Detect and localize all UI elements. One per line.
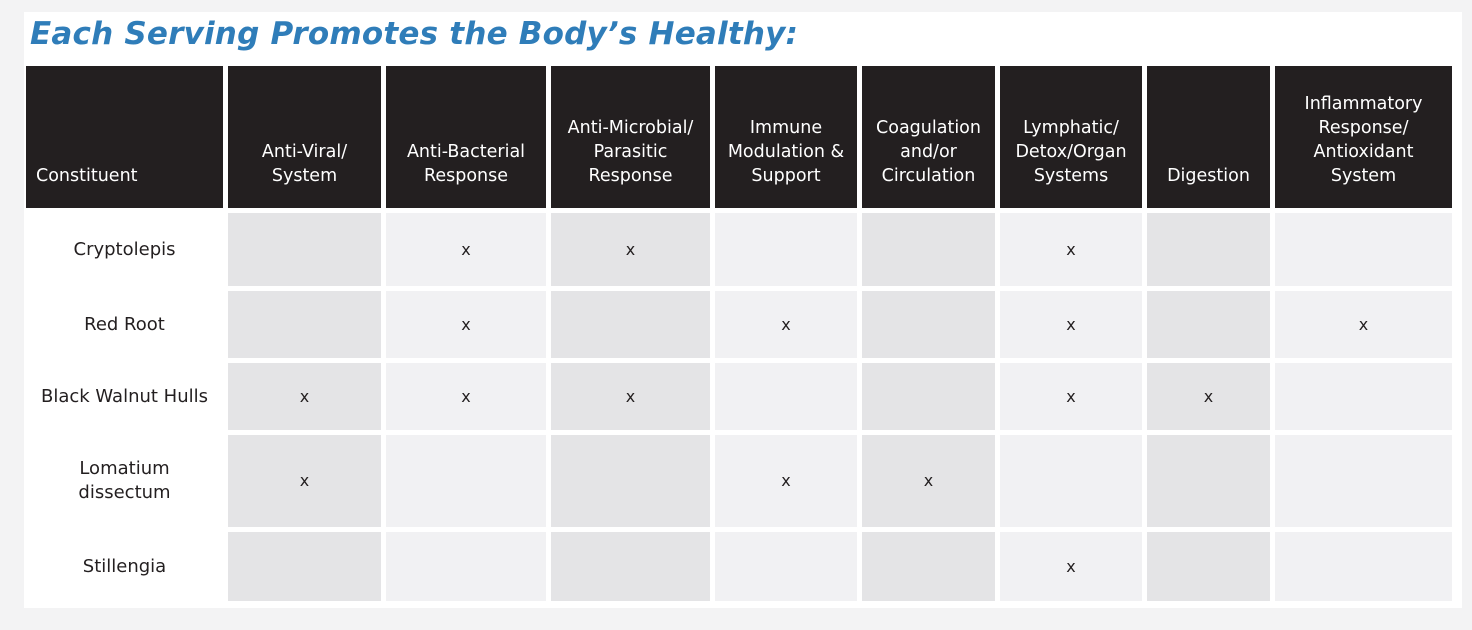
table-cell: x (386, 363, 546, 430)
constituent-name: Lomatium dissectum (26, 435, 223, 527)
constituent-name: Red Root (26, 291, 223, 358)
table-cell (862, 291, 995, 358)
column-header-anti-bacterial: Anti-Bacterial Response (386, 66, 546, 208)
table-cell (1147, 213, 1270, 286)
table-cell (862, 532, 995, 601)
table-cell (228, 532, 381, 601)
table-cell: x (386, 213, 546, 286)
column-header-anti-viral: Anti-Viral/ System (228, 66, 381, 208)
table-cell: x (1000, 291, 1142, 358)
table-cell: x (1000, 213, 1142, 286)
table-row: Stillengia x (26, 532, 1452, 601)
column-header-anti-microbial: Anti-Microbial/ Parasitic Response (551, 66, 710, 208)
table-cell (862, 213, 995, 286)
table-cell (1275, 435, 1452, 527)
constituent-name: Stillengia (26, 532, 223, 601)
table-cell: x (228, 435, 381, 527)
table-cell (715, 532, 857, 601)
table-cell (862, 363, 995, 430)
page-title: Each Serving Promotes the Body’s Healthy… (30, 16, 799, 52)
table-row: Red Root x x x x (26, 291, 1452, 358)
table-cell: x (1275, 291, 1452, 358)
column-header-constituent: Constituent (26, 66, 223, 208)
table-cell (715, 363, 857, 430)
table-row: Black Walnut Hulls x x x x x (26, 363, 1452, 430)
constituent-name: Cryptolepis (26, 213, 223, 286)
table-cell (386, 435, 546, 527)
table-row: Lomatium dissectum x x x (26, 435, 1452, 527)
table-cell (551, 435, 710, 527)
table-cell (1275, 363, 1452, 430)
table-cell: x (715, 291, 857, 358)
table-cell: x (1000, 363, 1142, 430)
table-cell: x (715, 435, 857, 527)
table-cell (1275, 213, 1452, 286)
header-row: Constituent Anti-Viral/ System Anti-Bact… (26, 66, 1452, 208)
table-cell (551, 291, 710, 358)
table-cell (1147, 291, 1270, 358)
column-header-immune: Immune Modulation & Support (715, 66, 857, 208)
column-header-digestion: Digestion (1147, 66, 1270, 208)
table-cell (1275, 532, 1452, 601)
table-cell: x (551, 213, 710, 286)
table-cell (715, 213, 857, 286)
table-cell: x (386, 291, 546, 358)
column-header-lymphatic: Lymphatic/ Detox/Organ Systems (1000, 66, 1142, 208)
table-cell (386, 532, 546, 601)
benefits-card: Each Serving Promotes the Body’s Healthy… (24, 12, 1462, 608)
table-cell (1147, 435, 1270, 527)
table-cell (228, 213, 381, 286)
table-cell: x (551, 363, 710, 430)
table-cell (228, 291, 381, 358)
table-cell (1000, 435, 1142, 527)
table-cell: x (862, 435, 995, 527)
table-cell: x (1000, 532, 1142, 601)
table-cell (1147, 532, 1270, 601)
benefits-table: Constituent Anti-Viral/ System Anti-Bact… (21, 61, 1457, 606)
table-cell (551, 532, 710, 601)
constituent-name: Black Walnut Hulls (26, 363, 223, 430)
table-cell: x (228, 363, 381, 430)
table-row: Cryptolepis x x x (26, 213, 1452, 286)
column-header-coagulation: Coagulation and/or Circulation (862, 66, 995, 208)
column-header-inflammatory: Inflammatory Response/ Antioxidant Syste… (1275, 66, 1452, 208)
table-cell: x (1147, 363, 1270, 430)
